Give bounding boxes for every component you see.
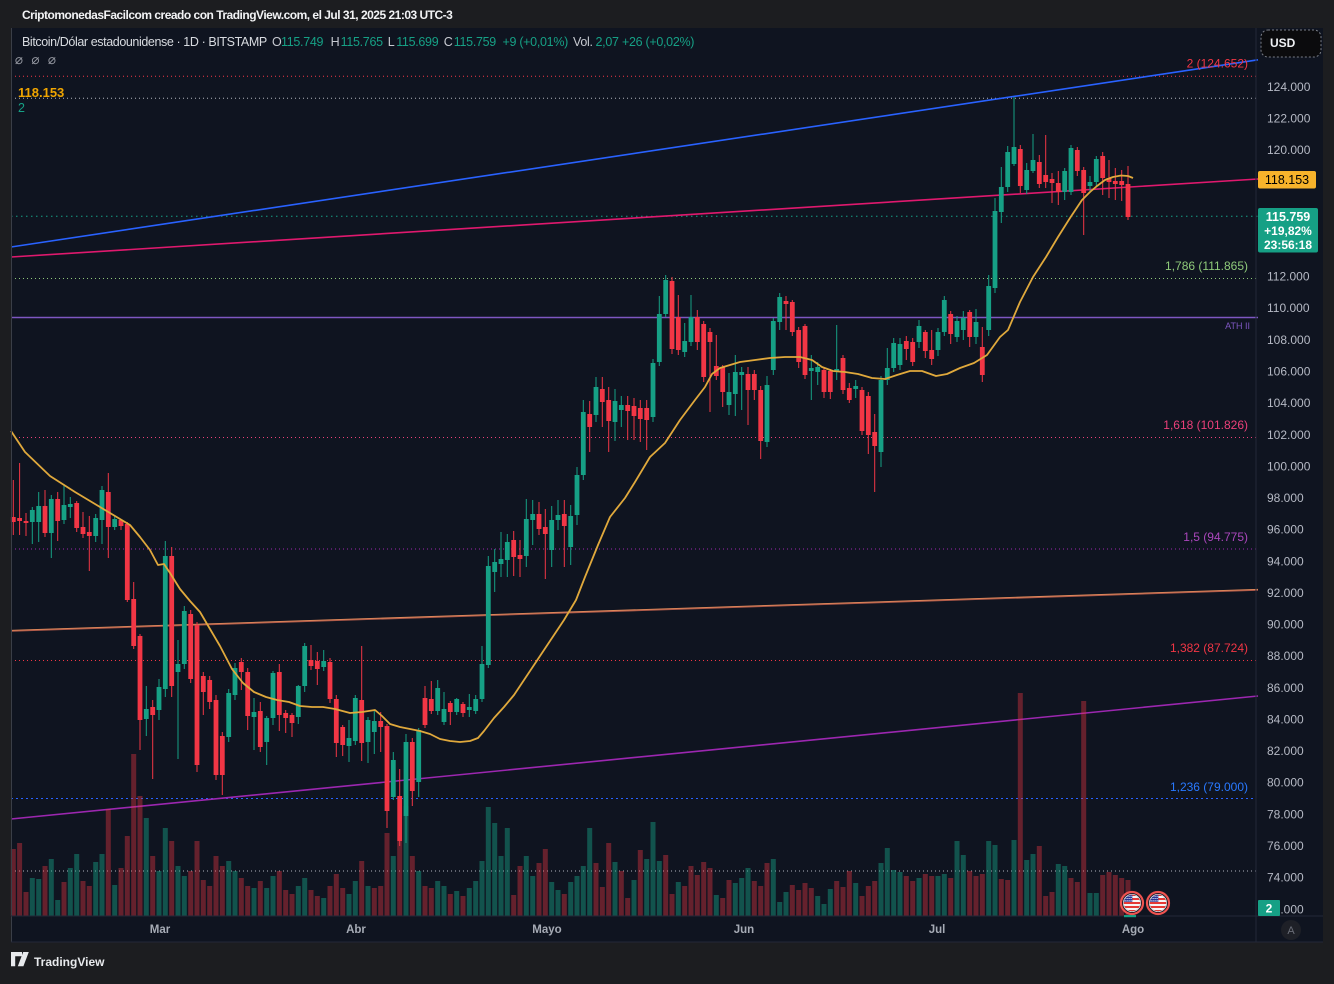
svg-text:CriptomonedasFacilcom creado c: CriptomonedasFacilcom creado con Trading… <box>22 8 453 22</box>
svg-text:118.153: 118.153 <box>18 85 64 100</box>
svg-text:90.000: 90.000 <box>1267 618 1304 632</box>
svg-text:Jun: Jun <box>734 924 754 936</box>
svg-text:115.749: 115.749 <box>281 35 324 49</box>
svg-text:⌀: ⌀ <box>48 52 56 67</box>
svg-text:1,382 (87.724): 1,382 (87.724) <box>1170 641 1248 655</box>
svg-text:⌀: ⌀ <box>31 52 39 67</box>
svg-text:1,5 (94.775): 1,5 (94.775) <box>1183 530 1248 544</box>
svg-text:94.000: 94.000 <box>1267 554 1304 568</box>
svg-text:Mar: Mar <box>150 924 171 936</box>
svg-text:120.000: 120.000 <box>1267 143 1311 157</box>
svg-text:C: C <box>444 35 453 49</box>
svg-text:74.000: 74.000 <box>1267 871 1304 885</box>
svg-text:86.000: 86.000 <box>1267 681 1304 695</box>
svg-text:2: 2 <box>1266 902 1273 916</box>
svg-text:80.000: 80.000 <box>1267 776 1304 790</box>
svg-text:Abr: Abr <box>346 924 366 936</box>
svg-text:⌀: ⌀ <box>15 52 23 67</box>
svg-text:1,618 (101.826): 1,618 (101.826) <box>1163 418 1248 432</box>
svg-text:+26 (+0,02%): +26 (+0,02%) <box>622 35 694 49</box>
svg-text:Mayo: Mayo <box>532 924 561 936</box>
svg-text:115.759: 115.759 <box>454 35 497 49</box>
svg-text:Vol.: Vol. <box>573 35 593 49</box>
svg-text:88.000: 88.000 <box>1267 649 1304 663</box>
svg-text:+19,82%: +19,82% <box>1264 224 1312 238</box>
svg-text:Ago: Ago <box>1122 924 1144 936</box>
svg-text:124.000: 124.000 <box>1267 80 1311 94</box>
svg-text:108.000: 108.000 <box>1267 333 1311 347</box>
svg-text:Jul: Jul <box>929 924 946 936</box>
svg-text:2,07: 2,07 <box>596 35 619 49</box>
svg-text:115.759: 115.759 <box>1266 210 1311 224</box>
svg-text:O: O <box>272 35 282 49</box>
svg-text:96.000: 96.000 <box>1267 523 1304 537</box>
svg-text:76.000: 76.000 <box>1267 839 1304 853</box>
svg-text:110.000: 110.000 <box>1267 301 1310 315</box>
svg-text:102.000: 102.000 <box>1267 428 1311 442</box>
svg-text:78.000: 78.000 <box>1267 807 1304 821</box>
svg-text:H: H <box>331 35 340 49</box>
svg-text:100.000: 100.000 <box>1267 459 1311 473</box>
svg-text:2: 2 <box>18 101 25 115</box>
svg-text:TradingView: TradingView <box>34 955 105 969</box>
svg-text:L: L <box>388 35 395 49</box>
svg-text:115.765: 115.765 <box>341 35 384 49</box>
svg-text:A: A <box>1287 925 1295 937</box>
svg-text:ATH II: ATH II <box>1225 321 1250 331</box>
svg-text:112.000: 112.000 <box>1267 270 1310 284</box>
svg-text:84.000: 84.000 <box>1267 713 1304 727</box>
svg-text:98.000: 98.000 <box>1267 491 1304 505</box>
svg-text:104.000: 104.000 <box>1267 396 1311 410</box>
svg-text:82.000: 82.000 <box>1267 744 1304 758</box>
svg-text:+9 (+0,01%): +9 (+0,01%) <box>503 35 569 49</box>
svg-text:122.000: 122.000 <box>1267 111 1311 125</box>
svg-text:1,236 (79.000): 1,236 (79.000) <box>1170 780 1248 794</box>
svg-text:115.699: 115.699 <box>396 35 439 49</box>
svg-text:2 (124.652): 2 (124.652) <box>1187 57 1248 71</box>
svg-text:118.153: 118.153 <box>1265 173 1309 187</box>
svg-text:1,786 (111.865): 1,786 (111.865) <box>1165 259 1248 273</box>
svg-text:Bitcoin/Dólar estadounidense ·: Bitcoin/Dólar estadounidense · 1D · BITS… <box>22 35 267 49</box>
svg-text:USD: USD <box>1270 36 1296 50</box>
svg-text:106.000: 106.000 <box>1267 365 1311 379</box>
svg-text:92.000: 92.000 <box>1267 586 1304 600</box>
svg-text:23:56:18: 23:56:18 <box>1264 238 1312 252</box>
